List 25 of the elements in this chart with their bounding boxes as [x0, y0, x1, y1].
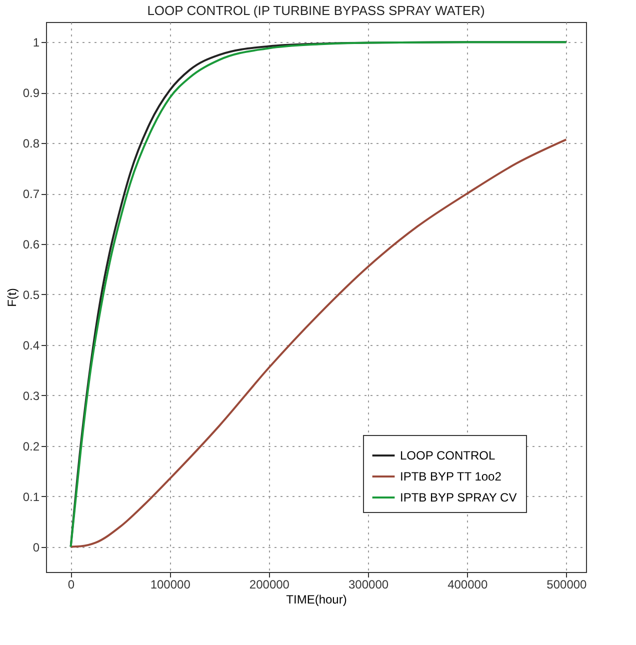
y-tick-label: 1 — [32, 36, 40, 50]
y-tick-label: 0.6 — [22, 238, 40, 252]
line-series — [70, 41, 568, 548]
x-tick-label: 500000 — [546, 578, 588, 592]
y-tick-label: 0.8 — [22, 136, 40, 151]
x-tick-label: 200000 — [249, 578, 290, 592]
y-tick-label: 0.9 — [22, 86, 40, 100]
x-tick-label: 0 — [68, 578, 75, 592]
legend-label: IPTB BYP SPRAY CV — [400, 490, 517, 504]
legend-label: IPTB BYP TT 1oo2 — [400, 470, 502, 484]
chart-title: LOOP CONTROL (IP TURBINE BYPASS SPRAY WATER) — [147, 3, 485, 18]
x-tick-label: 400000 — [448, 578, 488, 592]
y-tick-label: 0.7 — [22, 187, 40, 202]
x-tick-label: 100000 — [150, 578, 191, 592]
y-tick-label: 0.5 — [22, 288, 40, 302]
y-tick-label: 0.1 — [22, 490, 40, 504]
y-tick-label: 0 — [32, 540, 40, 554]
x-axis-title: TIME(hour) — [286, 592, 347, 606]
y-axis-title: F(t) — [4, 288, 19, 307]
y-tick-label: 0.2 — [22, 439, 40, 454]
line-series — [70, 138, 568, 548]
legend-label: LOOP CONTROL — [400, 448, 496, 462]
x-tick-label: 300000 — [348, 578, 389, 592]
y-tick-label: 0.4 — [22, 338, 40, 352]
y-tick-label: 0.3 — [22, 388, 40, 403]
